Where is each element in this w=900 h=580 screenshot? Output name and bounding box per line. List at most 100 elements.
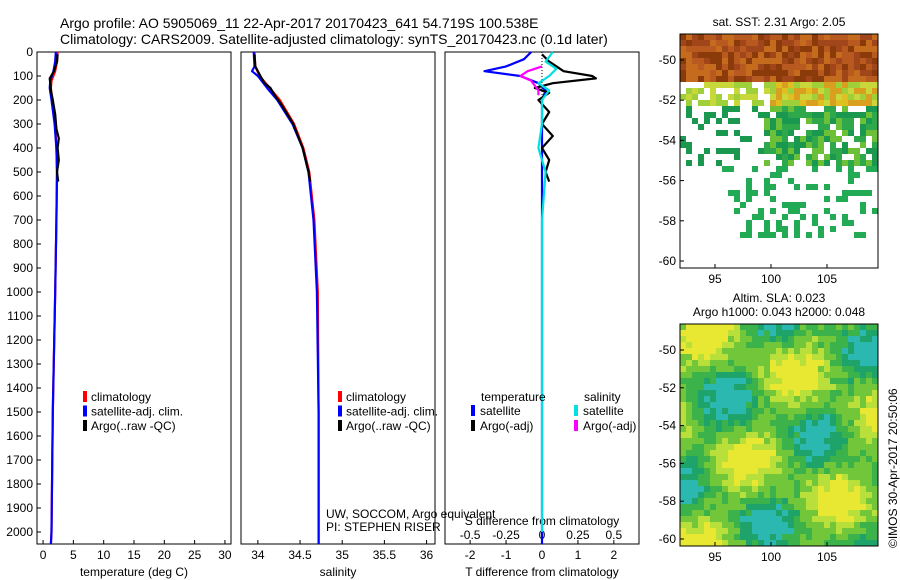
sla-map-cells [680,324,878,546]
legend-swatch [338,405,342,417]
x-tick-label: -2 [465,548,476,562]
series-line-s-satellite [537,51,558,532]
legend-entry: Argo(..raw -QC) [346,419,431,433]
map-y-tick-label: -50 [659,343,677,357]
legend-entry: climatology [346,390,406,404]
map-y-tick-label: -60 [659,532,677,546]
legend-title: temperature [481,390,546,404]
y-tick-label: 200 [13,93,33,107]
x-axis-label: temperature (deg C) [80,565,188,579]
x-tick-label: 35.5 [373,548,397,562]
credit-line-1: UW, SOCCOM, Argo equivalent [326,507,496,521]
x-tick-label: 0 [40,548,47,562]
x-tick-label: 35 [336,548,350,562]
x2-tick-label: -0.25 [492,528,520,542]
legend-swatch [471,420,475,431]
map-x-tick-label: 95 [708,550,722,564]
series-line-argo-raw-qc- [253,54,312,182]
y-tick-label: 1500 [6,405,33,419]
legend-entry: Argo(..raw -QC) [91,419,176,433]
y-tick-label: 1100 [7,309,33,323]
map-subtitle-sla: Argo h1000: 0.043 h2000: 0.048 [693,305,865,319]
map-x-tick-label: 105 [817,550,837,564]
map-y-tick-label: -50 [659,53,677,67]
legend-swatch [471,405,475,416]
x2-tick-label: -0.5 [460,528,481,542]
y-tick-label: 400 [13,141,33,155]
map-title-sla: Altim. SLA: 0.023 [733,291,826,305]
legend-swatch [338,420,342,431]
legend-swatch [574,420,578,431]
x-tick-label: 5 [70,548,77,562]
series-line-s-argo-adj- [519,65,543,96]
plot-frame-temperature [36,51,232,545]
y-tick-label: 300 [13,117,33,131]
x-tick-label: 2 [611,548,618,562]
legend-swatch [83,391,87,402]
legend-entry: satellite-adj. clim. [91,405,183,419]
map-x-tick-label: 100 [761,272,781,286]
x2-tick-label: 0.25 [566,528,590,542]
map-x-tick-label: 100 [761,550,781,564]
x-tick-label: 25 [188,548,202,562]
y-tick-label: 700 [13,213,33,227]
x-tick-label: 20 [158,548,172,562]
map-y-tick-label: -58 [659,494,677,508]
x-tick-label: 0 [539,548,546,562]
x-tick-label: 34 [251,548,265,562]
x-tick-label: 34.5 [288,548,312,562]
y-tick-label: 1600 [6,429,33,443]
y-tick-label: 500 [13,165,33,179]
imos-stamp: ©IMOS 30-Apr-2017 20:50:06 [886,388,900,548]
y-tick-label: 1900 [6,501,33,515]
map-y-tick-label: -58 [659,214,677,228]
y-tick-label: 1700 [6,453,33,467]
y-tick-label: 0 [26,45,33,59]
map-y-tick-label: -52 [659,93,677,107]
legend-swatch [574,405,578,416]
y-tick-label: 1400 [6,381,33,395]
map-y-tick-label: -54 [659,133,677,147]
y-tick-label: 600 [13,189,33,203]
y-tick-label: 800 [13,237,33,251]
y-tick-label: 100 [13,69,33,83]
y-tick-label: 1000 [6,285,33,299]
map-y-tick-label: -54 [659,419,677,433]
y-tick-label: 1200 [6,333,33,347]
x-tick-label: 10 [97,548,111,562]
x-axis-label: salinity [320,565,357,579]
sst-map-cells [680,34,878,238]
map-x-tick-label: 95 [708,272,722,286]
x-tick-label: 30 [218,548,232,562]
legend-entry: satellite-adj. clim. [346,405,438,419]
y-tick-label: 2000 [6,525,33,539]
legend-entry: climatology [91,390,151,404]
legend-entry: Argo(-adj) [583,419,636,433]
x2-tick-label: 0.5 [606,528,623,542]
y-tick-label: 1800 [6,477,33,491]
x-tick-label: 15 [127,548,141,562]
map-y-tick-label: -56 [659,174,677,188]
legend-swatch [338,391,342,402]
legend-title: salinity [584,390,621,404]
header-line-1: Argo profile: AO 5905069_11 22-Apr-2017 … [60,15,539,31]
x-tick-label: 36 [420,548,434,562]
legend-swatch [83,405,87,417]
series-line-argo-raw-qc- [48,54,60,182]
map-title-sst: sat. SST: 2.31 Argo: 2.05 [713,15,846,29]
map-x-tick-label: 105 [817,272,837,286]
plot-frame-salinity [240,51,436,545]
map-y-tick-label: -60 [659,254,677,268]
map-y-tick-label: -56 [659,456,677,470]
x-axis-label: T difference from climatology [465,565,619,579]
y-tick-label: 1300 [6,357,33,371]
map-y-tick-label: -52 [659,381,677,395]
legend-swatch [83,420,87,431]
legend-entry: satellite [480,404,521,418]
y-tick-label: 900 [13,261,33,275]
legend-entry: satellite [583,404,624,418]
map-frame-sst_map [679,33,879,269]
x-tick-label: -1 [501,548,512,562]
credit-line-2: PI: STEPHEN RISER [326,520,441,534]
